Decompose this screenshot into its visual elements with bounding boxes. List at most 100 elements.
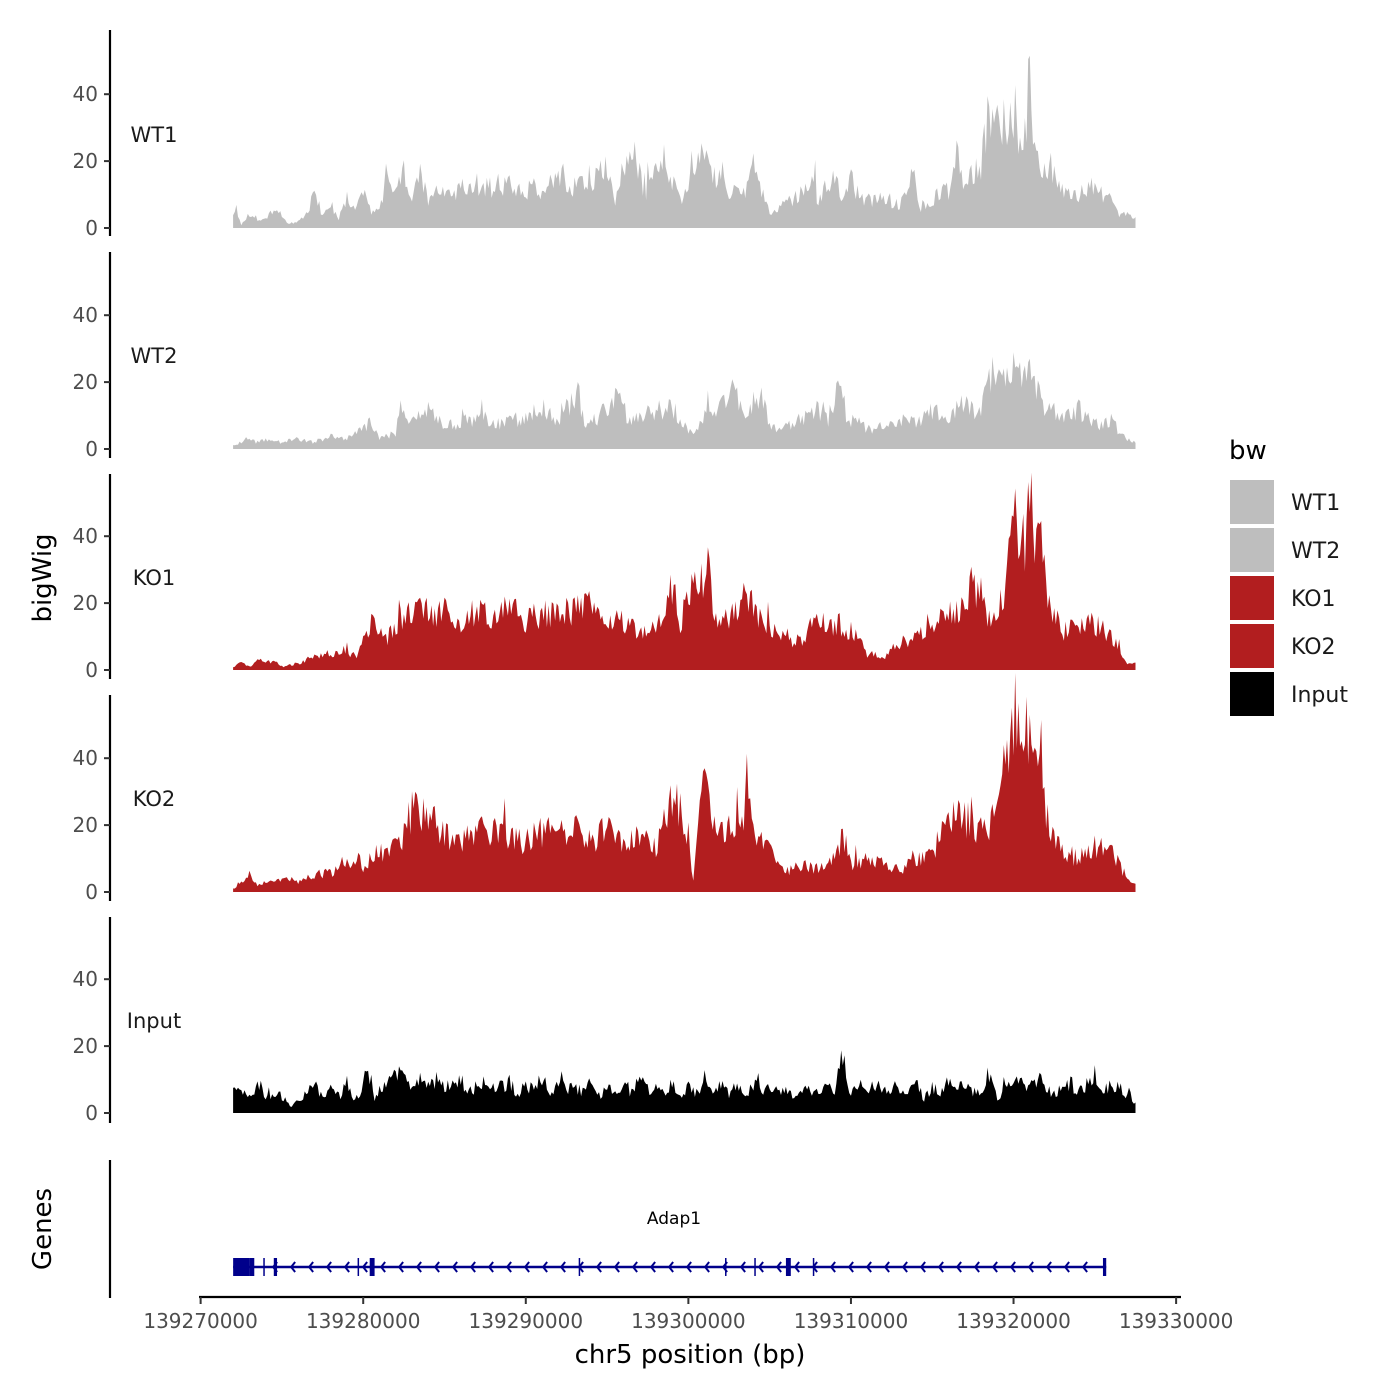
strand-arrow xyxy=(883,1261,890,1273)
track-panel-wt2: 0 20 40 WT2 xyxy=(73,252,1136,461)
legend-swatch-wt2 xyxy=(1228,526,1276,574)
track-panel-ko1: 0 20 40 KO1 xyxy=(73,472,1136,682)
strand-arrow xyxy=(325,1261,332,1273)
signal-area-input xyxy=(233,1050,1136,1113)
track-label-wt2: WT2 xyxy=(131,344,178,368)
signal-area-wt2 xyxy=(233,352,1136,449)
y-axis-title: bigWig xyxy=(28,533,58,622)
strand-arrow xyxy=(973,1261,980,1273)
legend-swatch-wt1 xyxy=(1228,478,1276,526)
strand-arrow xyxy=(379,1261,386,1273)
y-tick-label: 40 xyxy=(73,524,98,548)
strand-arrow xyxy=(595,1261,602,1273)
exon-block xyxy=(233,1258,250,1276)
track-panel-input: 0 20 40 Input xyxy=(73,917,1136,1125)
x-tick-label: 139270000 xyxy=(143,1309,258,1333)
legend-label-ko2: KO2 xyxy=(1291,635,1336,660)
exon-block xyxy=(1102,1258,1107,1276)
legend-swatch-ko2 xyxy=(1228,622,1276,670)
y-tick-label: 0 xyxy=(85,1101,98,1125)
strand-arrow xyxy=(901,1261,908,1273)
strand-arrow xyxy=(559,1261,566,1273)
strand-arrow xyxy=(865,1261,872,1273)
y-tick-label: 0 xyxy=(85,437,98,461)
strand-arrow xyxy=(397,1261,404,1273)
strand-arrow xyxy=(307,1261,314,1273)
strand-arrow xyxy=(631,1261,638,1273)
x-tick-label: 139280000 xyxy=(306,1309,421,1333)
strand-arrow xyxy=(739,1261,746,1273)
strand-arrow xyxy=(685,1261,692,1273)
strand-arrow xyxy=(919,1261,926,1273)
legend-title: bw xyxy=(1229,436,1267,466)
y-tick-label: 0 xyxy=(85,216,98,240)
strand-arrow xyxy=(703,1261,710,1273)
y-tick-label: 20 xyxy=(73,591,98,615)
signal-area-ko1 xyxy=(233,472,1136,670)
area-ko2 xyxy=(233,673,1136,892)
strand-arrow xyxy=(829,1261,836,1273)
strand-arrow xyxy=(937,1261,944,1273)
track-panel-ko2: 0 20 40 KO2 xyxy=(73,673,1136,904)
strand-arrow xyxy=(505,1261,512,1273)
track-label-input: Input xyxy=(127,1009,181,1033)
gene-name-label: Adap1 xyxy=(647,1209,701,1229)
exon-block xyxy=(785,1258,791,1276)
exon-block xyxy=(369,1258,375,1276)
area-wt2 xyxy=(233,352,1136,449)
gene-track: Genes Adap1 xyxy=(28,1160,1107,1298)
exon-block xyxy=(273,1258,278,1276)
strand-arrow xyxy=(415,1261,422,1273)
x-axis: 139270000 139280000 139290000 139300000 1393… xyxy=(143,1295,1234,1370)
track-label-ko1: KO1 xyxy=(133,566,176,590)
strand-arrow xyxy=(649,1261,656,1273)
y-tick-label: 40 xyxy=(73,746,98,770)
signal-area-wt1 xyxy=(233,55,1136,229)
strand-arrow xyxy=(1009,1261,1016,1273)
strand-arrow xyxy=(613,1261,620,1273)
strand-arrow xyxy=(955,1261,962,1273)
area-ko1 xyxy=(233,472,1136,670)
y-tick-label: 40 xyxy=(73,82,98,106)
track-panel-wt1: 0 20 40 WT1 xyxy=(73,30,1136,240)
track-label-wt1: WT1 xyxy=(131,123,178,147)
legend-swatch-ko1 xyxy=(1228,574,1276,622)
strand-arrow xyxy=(433,1261,440,1273)
y-tick-label: 40 xyxy=(73,967,98,991)
x-tick-label: 139320000 xyxy=(956,1309,1071,1333)
legend-label-ko1: KO1 xyxy=(1291,587,1336,612)
area-input xyxy=(233,1050,1136,1113)
legend-label-wt2: WT2 xyxy=(1291,539,1340,564)
legend-swatch-input xyxy=(1228,670,1276,718)
strand-arrow xyxy=(1081,1261,1088,1273)
y-tick-label: 0 xyxy=(85,880,98,904)
exon-block xyxy=(249,1258,255,1276)
strand-arrow xyxy=(1063,1261,1070,1273)
strand-arrow xyxy=(793,1261,800,1273)
strand-arrow xyxy=(541,1261,548,1273)
strand-arrow xyxy=(991,1261,998,1273)
y-tick-label: 20 xyxy=(73,813,98,837)
y-tick-label: 40 xyxy=(73,303,98,327)
y-tick-label: 20 xyxy=(73,1034,98,1058)
strand-arrow xyxy=(343,1261,350,1273)
x-tick-label: 139310000 xyxy=(794,1309,909,1333)
strand-arrow xyxy=(523,1261,530,1273)
strand-arrow xyxy=(847,1261,854,1273)
y-tick-label: 0 xyxy=(85,658,98,682)
strand-arrow xyxy=(667,1261,674,1273)
legend: bw WT1 WT2 KO1 KO2 Input xyxy=(1228,436,1348,718)
strand-arrow xyxy=(775,1261,782,1273)
x-tick-label: 139290000 xyxy=(469,1309,584,1333)
track-label-ko2: KO2 xyxy=(133,787,176,811)
strand-arrow xyxy=(289,1261,296,1273)
gene-track-label: Genes xyxy=(28,1188,58,1270)
x-axis-title: chr5 position (bp) xyxy=(575,1340,806,1370)
strand-arrow xyxy=(361,1261,368,1273)
strand-arrow xyxy=(757,1261,764,1273)
legend-label-wt1: WT1 xyxy=(1291,491,1340,516)
x-tick-label: 139330000 xyxy=(1119,1309,1234,1333)
strand-arrow xyxy=(451,1261,458,1273)
x-tick-label: 139300000 xyxy=(631,1309,746,1333)
